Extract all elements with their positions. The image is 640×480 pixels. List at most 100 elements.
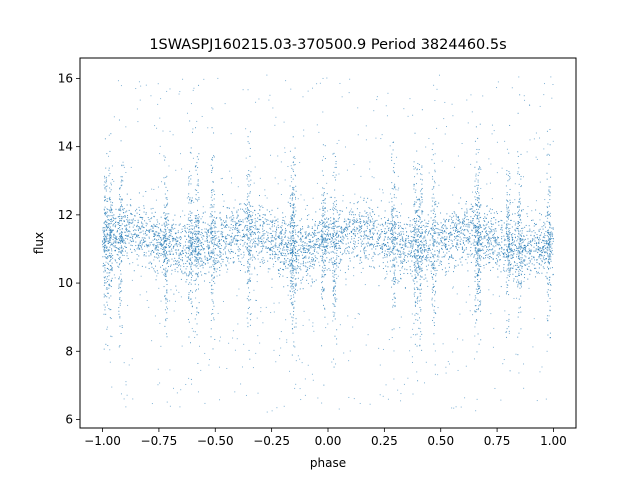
data-point bbox=[294, 269, 296, 271]
data-point bbox=[227, 234, 229, 236]
data-point bbox=[325, 234, 327, 236]
data-point bbox=[371, 236, 373, 238]
data-point bbox=[245, 225, 247, 227]
data-point bbox=[313, 235, 315, 237]
data-point bbox=[425, 228, 427, 230]
data-point bbox=[517, 250, 519, 252]
data-point bbox=[145, 231, 147, 233]
data-point bbox=[520, 251, 522, 253]
data-point bbox=[533, 264, 535, 266]
data-point bbox=[175, 260, 177, 262]
data-point bbox=[125, 247, 127, 249]
data-point bbox=[118, 222, 120, 224]
data-point bbox=[120, 278, 122, 280]
data-point bbox=[205, 228, 207, 230]
data-point bbox=[353, 221, 355, 223]
data-point bbox=[189, 219, 191, 221]
data-point bbox=[509, 268, 511, 270]
data-point bbox=[319, 208, 321, 210]
data-point bbox=[407, 241, 409, 243]
data-point bbox=[373, 243, 375, 245]
data-point bbox=[284, 221, 286, 223]
data-point bbox=[307, 267, 309, 269]
data-point bbox=[210, 240, 212, 242]
data-point bbox=[465, 223, 467, 225]
data-point bbox=[202, 221, 204, 223]
data-point bbox=[111, 229, 113, 231]
data-point bbox=[448, 266, 450, 268]
data-point bbox=[413, 251, 415, 253]
data-point bbox=[163, 268, 165, 270]
data-point bbox=[209, 227, 211, 229]
data-point bbox=[114, 245, 116, 247]
data-point bbox=[127, 215, 129, 217]
data-point bbox=[138, 206, 140, 208]
data-point bbox=[311, 231, 313, 233]
data-point bbox=[453, 271, 455, 273]
data-point bbox=[113, 240, 115, 242]
data-point bbox=[197, 237, 199, 239]
data-point bbox=[535, 243, 537, 245]
data-point bbox=[164, 159, 166, 161]
data-point bbox=[361, 226, 363, 228]
data-point bbox=[121, 239, 123, 241]
data-point bbox=[436, 206, 438, 208]
data-point bbox=[400, 247, 402, 249]
data-point bbox=[215, 271, 217, 273]
data-point bbox=[197, 267, 199, 269]
data-point bbox=[346, 226, 348, 228]
data-point bbox=[164, 269, 166, 271]
data-point bbox=[237, 222, 239, 224]
data-point bbox=[422, 238, 424, 240]
data-point bbox=[155, 256, 157, 258]
data-point bbox=[465, 225, 467, 227]
data-point bbox=[469, 233, 471, 235]
data-point bbox=[377, 242, 379, 244]
data-point bbox=[154, 271, 156, 273]
data-point bbox=[303, 247, 305, 249]
data-point bbox=[124, 235, 126, 237]
data-point bbox=[504, 270, 506, 272]
data-point bbox=[468, 226, 470, 228]
data-point bbox=[246, 207, 248, 209]
data-point bbox=[245, 208, 247, 210]
data-point bbox=[503, 264, 505, 266]
data-point bbox=[153, 225, 155, 227]
data-point bbox=[387, 242, 389, 244]
data-point bbox=[149, 242, 151, 244]
data-point bbox=[302, 226, 304, 228]
data-point bbox=[385, 244, 387, 246]
data-point bbox=[400, 243, 402, 245]
data-point bbox=[115, 250, 116, 252]
data-point bbox=[161, 224, 163, 226]
data-point bbox=[279, 237, 281, 239]
data-point bbox=[210, 252, 212, 254]
data-point bbox=[285, 255, 287, 257]
data-point bbox=[467, 231, 469, 233]
data-point bbox=[542, 248, 544, 250]
data-point bbox=[417, 234, 419, 236]
data-point bbox=[226, 216, 228, 218]
data-point bbox=[109, 199, 111, 201]
data-point bbox=[189, 263, 191, 265]
data-point bbox=[536, 234, 538, 236]
data-point bbox=[366, 235, 368, 237]
data-point bbox=[507, 254, 509, 256]
data-point bbox=[197, 233, 199, 235]
data-point bbox=[295, 256, 297, 258]
data-point bbox=[123, 239, 125, 241]
data-point bbox=[369, 231, 371, 233]
data-point bbox=[387, 249, 389, 251]
data-point bbox=[124, 216, 126, 218]
data-point bbox=[513, 278, 515, 280]
data-point bbox=[324, 218, 326, 220]
data-point bbox=[450, 234, 452, 236]
data-point bbox=[287, 249, 289, 251]
data-point bbox=[338, 234, 340, 236]
data-point bbox=[137, 219, 139, 221]
data-point bbox=[528, 248, 530, 250]
data-point bbox=[552, 240, 554, 242]
data-point bbox=[269, 227, 271, 229]
data-point bbox=[197, 253, 199, 255]
data-point bbox=[214, 226, 216, 228]
